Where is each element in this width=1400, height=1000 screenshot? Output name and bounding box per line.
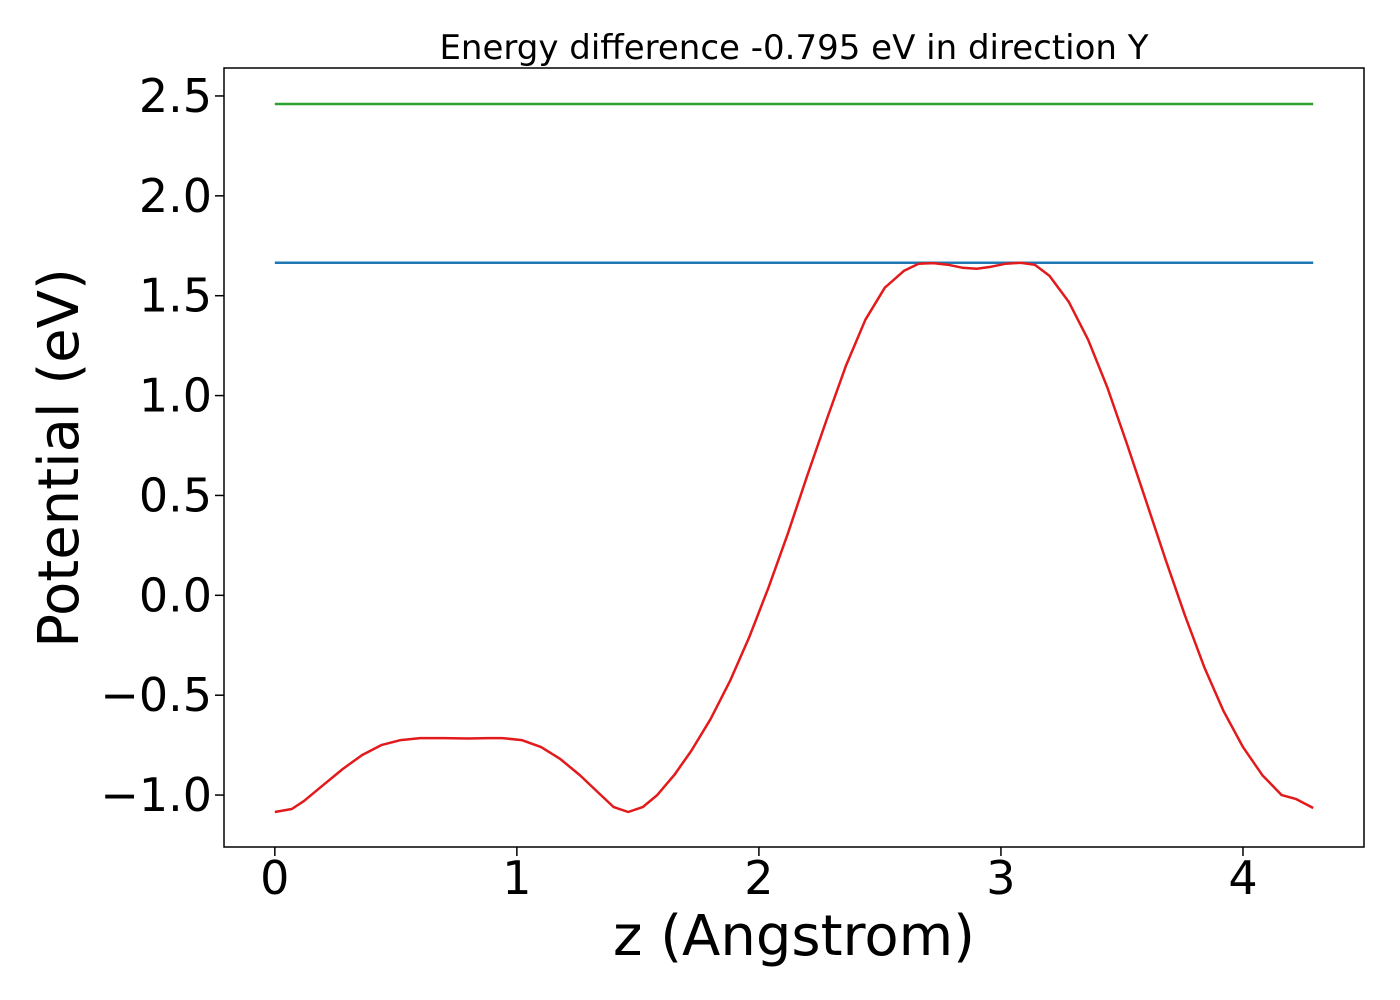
x-tick-label: 0 — [260, 851, 289, 905]
y-axis-ticks: −1.0 −0.5 0.0 0.5 1.0 1.5 2.0 2.5 — [100, 69, 224, 822]
x-axis-label: z (Angstrom) — [613, 904, 975, 969]
chart-title: Energy difference -0.795 eV in direction… — [439, 28, 1148, 68]
y-tick-label: 0.0 — [139, 568, 212, 622]
y-tick-label: 2.5 — [139, 69, 212, 123]
x-axis-ticks: 0 1 2 3 4 — [260, 847, 1258, 905]
x-tick-label: 4 — [1228, 851, 1257, 905]
x-tick-label: 2 — [744, 851, 773, 905]
series-line-2 — [274, 261, 1314, 814]
y-tick-label: −0.5 — [100, 668, 212, 722]
y-tick-label: 1.0 — [139, 369, 212, 423]
x-tick-label: 1 — [502, 851, 531, 905]
plot-lines — [274, 102, 1314, 814]
x-tick-label: 3 — [986, 851, 1015, 905]
y-tick-label: −1.0 — [100, 768, 212, 822]
y-axis-label: Potential (eV) — [27, 268, 92, 648]
y-tick-label: 1.5 — [139, 269, 212, 323]
y-tick-label: 0.5 — [139, 468, 212, 522]
plot-frame — [223, 67, 1365, 848]
y-tick-label: 2.0 — [139, 169, 212, 223]
